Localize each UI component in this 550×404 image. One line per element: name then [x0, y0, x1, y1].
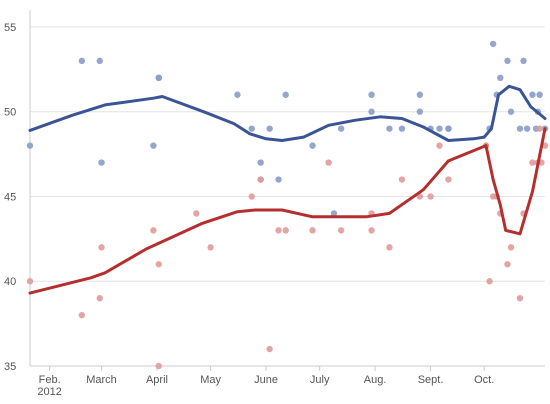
series-0-point [489, 40, 497, 48]
series-1-point [325, 159, 332, 166]
series-0-point [96, 57, 103, 65]
x-tick-label: June [254, 374, 278, 386]
trend-lines [28, 84, 547, 295]
series-1-point [155, 261, 162, 268]
y-tick-label: 50 [4, 107, 16, 119]
series-0-point [337, 125, 345, 132]
series-0-point [529, 91, 536, 98]
series-1-point [386, 244, 393, 251]
x-tick-label: Oct. [474, 374, 494, 386]
series-1-point [398, 176, 406, 183]
series-1-point [98, 244, 105, 251]
series-1-point [536, 125, 543, 132]
series-0-point [150, 142, 157, 149]
series-0-point [416, 91, 424, 98]
series-1-point [266, 345, 273, 353]
series-0-point [282, 91, 289, 98]
series-1-point [368, 227, 375, 234]
series-0-point [368, 108, 375, 115]
series-1-point [248, 193, 255, 200]
series-0-trend-line [28, 84, 547, 142]
x-tick-label: March [86, 374, 117, 386]
series-0-point [504, 57, 511, 65]
series-0-point [386, 125, 393, 132]
series-0-point [536, 91, 543, 98]
series-1-point [207, 244, 214, 251]
series-0-point [309, 142, 316, 149]
x-tick-label: Aug. [364, 374, 387, 386]
series-0-point [398, 125, 406, 132]
series-1-point [193, 210, 200, 217]
series-1-trend-line [28, 127, 547, 295]
series-1-point [96, 294, 103, 302]
series-0-point [234, 91, 241, 98]
series-0-point [78, 57, 86, 65]
series-1-point [150, 227, 157, 234]
series-1-point [309, 227, 316, 234]
series-1-point [26, 278, 34, 285]
series-0-point [445, 125, 452, 132]
y-tick-label: 55 [4, 22, 16, 34]
series-0-point [26, 142, 34, 149]
series-1-point [436, 142, 443, 149]
series-1-point [445, 176, 452, 183]
series-1-point [516, 294, 524, 302]
x-tick-label: July [310, 374, 330, 386]
series-1-point [507, 244, 515, 251]
series-1-point [282, 227, 289, 234]
tick-labels: 35 40 45 50 55 Feb.2012 March April May June July A… [4, 22, 494, 398]
series-0-point [368, 91, 375, 98]
series-0-point [248, 125, 255, 132]
series-1-point [257, 176, 264, 183]
series-0-point [275, 176, 282, 183]
series-1-point [504, 261, 511, 268]
series-0-point [523, 125, 531, 132]
series-1-point [155, 362, 162, 370]
data-points [26, 40, 549, 370]
series-0-point [330, 210, 338, 217]
series-1-point [275, 227, 282, 234]
series-1-point [78, 311, 86, 319]
x-tick-label: Feb. [39, 374, 61, 386]
series-0-point [98, 159, 105, 166]
series-1-point [427, 193, 434, 200]
series-0-point [436, 125, 443, 132]
series-0-point [257, 159, 264, 166]
y-tick-label: 45 [4, 191, 16, 203]
series-0-point [266, 125, 273, 132]
gridlines [30, 26, 545, 367]
axes [29, 10, 545, 371]
x-tick-label: April [146, 374, 168, 386]
series-0-point [155, 74, 162, 82]
series-1-point [486, 278, 493, 285]
series-0-point [516, 125, 524, 132]
y-tick-label: 35 [4, 361, 16, 373]
y-tick-label: 40 [4, 276, 16, 288]
series-1-point [337, 227, 345, 234]
x-tick-label: May [200, 374, 221, 386]
series-0-point [497, 74, 504, 82]
x-tick-label: Sept. [418, 374, 444, 386]
series-0-point [507, 108, 515, 115]
series-1-point [529, 159, 536, 166]
series-0-point [520, 57, 527, 65]
series-0-point [416, 108, 424, 115]
x-tick-sublabel: 2012 [37, 386, 61, 398]
